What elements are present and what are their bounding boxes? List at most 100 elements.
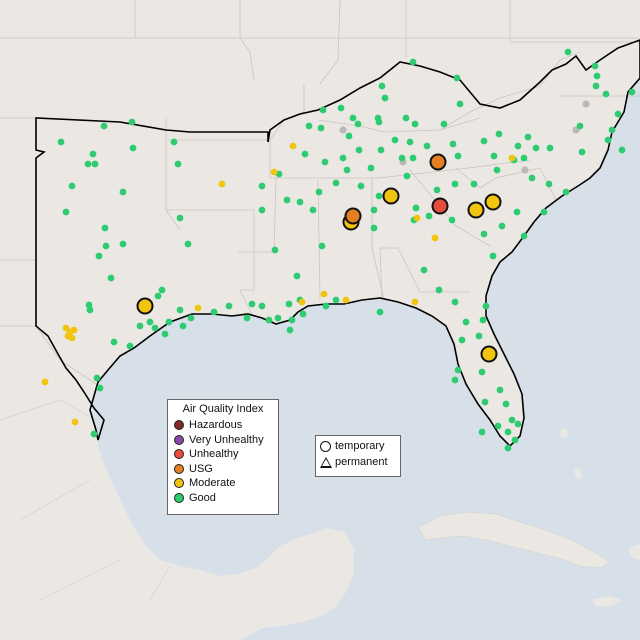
monitor-marker-good[interactable] <box>425 212 433 220</box>
monitor-marker-good[interactable] <box>154 292 162 300</box>
monitor-marker-good[interactable] <box>480 137 488 145</box>
monitor-marker-good[interactable] <box>475 332 483 340</box>
monitor-marker-good[interactable] <box>406 138 414 146</box>
monitor-marker-good[interactable] <box>454 366 462 374</box>
monitor-marker-good[interactable] <box>532 144 540 152</box>
monitor-marker-good[interactable] <box>102 242 110 250</box>
monitor-marker-good[interactable] <box>504 444 512 452</box>
monitor-marker-moderate[interactable] <box>68 334 76 342</box>
monitor-marker-moderate-temporary[interactable] <box>136 297 154 315</box>
monitor-marker-good[interactable] <box>546 144 554 152</box>
monitor-marker-good[interactable] <box>91 160 99 168</box>
monitor-marker-good[interactable] <box>319 106 327 114</box>
monitor-marker-good[interactable] <box>591 62 599 70</box>
monitor-marker-good[interactable] <box>376 308 384 316</box>
monitor-marker-good[interactable] <box>479 316 487 324</box>
monitor-marker-good[interactable] <box>301 150 309 158</box>
monitor-marker-good[interactable] <box>451 298 459 306</box>
monitor-marker-good[interactable] <box>129 144 137 152</box>
monitor-marker-good[interactable] <box>258 302 266 310</box>
monitor-marker-good[interactable] <box>271 246 279 254</box>
monitor-marker-good[interactable] <box>608 126 616 134</box>
monitor-marker-good[interactable] <box>100 122 108 130</box>
monitor-marker-good[interactable] <box>258 206 266 214</box>
monitor-marker-moderate[interactable] <box>194 304 202 312</box>
monitor-marker-good[interactable] <box>332 296 340 304</box>
monitor-marker-good[interactable] <box>481 398 489 406</box>
monitor-marker-good[interactable] <box>593 72 601 80</box>
monitor-marker-good[interactable] <box>564 48 572 56</box>
monitor-marker-good[interactable] <box>119 240 127 248</box>
monitor-marker-good[interactable] <box>357 182 365 190</box>
monitor-marker-good[interactable] <box>502 400 510 408</box>
monitor-marker-moderate[interactable] <box>218 180 226 188</box>
monitor-marker-good[interactable] <box>453 74 461 82</box>
monitor-marker-good[interactable] <box>618 146 626 154</box>
monitor-marker-good[interactable] <box>409 58 417 66</box>
monitor-marker-good[interactable] <box>451 376 459 384</box>
monitor-marker-good[interactable] <box>433 186 441 194</box>
monitor-marker-no-data[interactable] <box>339 126 347 134</box>
monitor-marker-good[interactable] <box>86 306 94 314</box>
monitor-marker-good[interactable] <box>119 188 127 196</box>
monitor-marker-good[interactable] <box>411 120 419 128</box>
monitor-marker-good[interactable] <box>402 114 410 122</box>
monitor-marker-good[interactable] <box>315 188 323 196</box>
monitor-marker-good[interactable] <box>602 90 610 98</box>
monitor-marker-good[interactable] <box>496 386 504 394</box>
monitor-marker-good[interactable] <box>293 272 301 280</box>
monitor-marker-good[interactable] <box>95 252 103 260</box>
monitor-marker-good[interactable] <box>274 314 282 322</box>
monitor-marker-good[interactable] <box>354 120 362 128</box>
monitor-marker-moderate[interactable] <box>411 298 419 306</box>
monitor-marker-moderate[interactable] <box>71 418 79 426</box>
monitor-marker-good[interactable] <box>375 192 383 200</box>
monitor-marker-good[interactable] <box>540 208 548 216</box>
monitor-marker-good[interactable] <box>107 274 115 282</box>
monitor-marker-good[interactable] <box>176 214 184 222</box>
monitor-marker-good[interactable] <box>101 224 109 232</box>
monitor-marker-good[interactable] <box>628 88 636 96</box>
monitor-marker-good[interactable] <box>332 179 340 187</box>
monitor-marker-good[interactable] <box>449 140 457 148</box>
monitor-marker-good[interactable] <box>355 146 363 154</box>
monitor-marker-moderate[interactable] <box>508 154 516 162</box>
monitor-marker-good[interactable] <box>480 230 488 238</box>
monitor-marker-good[interactable] <box>514 420 522 428</box>
monitor-marker-good[interactable] <box>381 94 389 102</box>
monitor-marker-good[interactable] <box>524 133 532 141</box>
monitor-marker-good[interactable] <box>458 336 466 344</box>
monitor-marker-good[interactable] <box>520 154 528 162</box>
monitor-marker-good[interactable] <box>545 180 553 188</box>
monitor-marker-moderate-temporary[interactable] <box>382 187 400 205</box>
monitor-marker-good[interactable] <box>151 324 159 332</box>
monitor-marker-good[interactable] <box>448 216 456 224</box>
monitor-marker-good[interactable] <box>286 326 294 334</box>
monitor-marker-moderate[interactable] <box>270 168 278 176</box>
monitor-marker-good[interactable] <box>391 136 399 144</box>
monitor-marker-good[interactable] <box>179 322 187 330</box>
monitor-marker-good[interactable] <box>592 82 600 90</box>
monitor-marker-good[interactable] <box>420 266 428 274</box>
monitor-marker-good[interactable] <box>377 146 385 154</box>
monitor-marker-good[interactable] <box>435 286 443 294</box>
monitor-marker-good[interactable] <box>248 300 256 308</box>
monitor-marker-good[interactable] <box>412 204 420 212</box>
monitor-marker-moderate[interactable] <box>342 296 350 304</box>
monitor-marker-good[interactable] <box>96 384 104 392</box>
monitor-marker-moderate[interactable] <box>70 326 78 334</box>
monitor-marker-good[interactable] <box>440 120 448 128</box>
monitor-marker-good[interactable] <box>482 302 490 310</box>
monitor-marker-unhealthy-temporary[interactable] <box>431 197 449 215</box>
monitor-marker-good[interactable] <box>604 136 612 144</box>
monitor-marker-good[interactable] <box>258 182 266 190</box>
monitor-marker-good[interactable] <box>456 100 464 108</box>
monitor-marker-good[interactable] <box>184 240 192 248</box>
monitor-marker-moderate[interactable] <box>289 142 297 150</box>
monitor-marker-good[interactable] <box>243 314 251 322</box>
monitor-marker-good[interactable] <box>576 122 584 130</box>
monitor-marker-good[interactable] <box>498 222 506 230</box>
monitor-marker-moderate-temporary[interactable] <box>484 193 502 211</box>
